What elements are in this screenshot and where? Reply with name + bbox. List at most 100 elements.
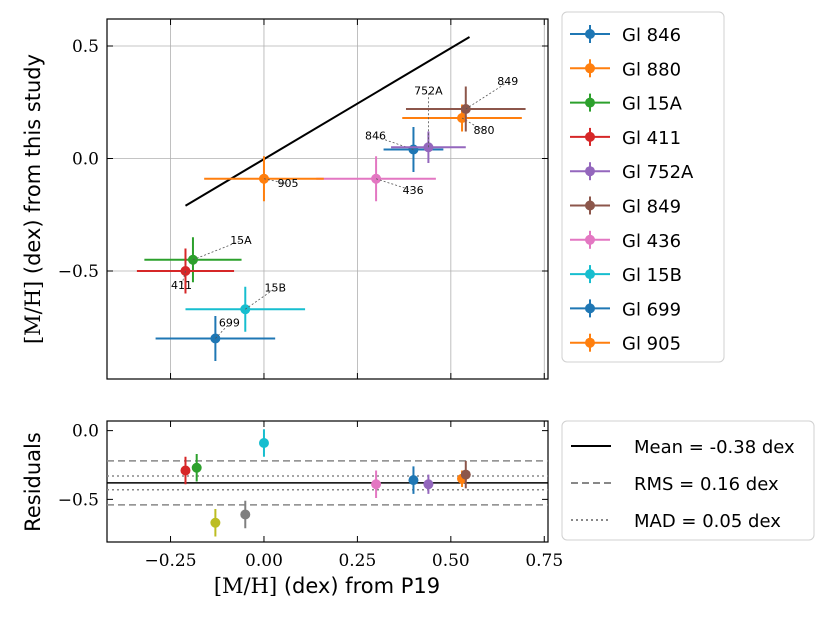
data-point-880: 880 — [402, 104, 522, 137]
legend-entry: Gl 846 — [570, 25, 681, 46]
legend-entry: Gl 411 — [570, 128, 681, 149]
reference-line — [184, 36, 471, 207]
residual-point — [258, 429, 269, 457]
data-point-411: 411 — [136, 248, 235, 294]
point-annotation: 436 — [403, 184, 424, 197]
legend-label: Gl 849 — [622, 197, 681, 218]
point-annotation: 15B — [265, 281, 287, 294]
residuals-y-axis-label: Residuals — [21, 432, 45, 532]
residual-marker — [180, 465, 191, 476]
residual-point — [240, 500, 251, 529]
legend-label: Gl 752A — [622, 162, 694, 183]
x-tick-label: 0.25 — [338, 551, 376, 571]
legend-label: Gl 905 — [622, 334, 681, 355]
residual-marker — [408, 475, 419, 486]
x-tick-label: 0.50 — [432, 551, 470, 571]
legend-marker — [585, 200, 595, 211]
main-grid — [107, 19, 548, 379]
point-annotation: 846 — [365, 130, 386, 143]
legend-marker — [585, 97, 595, 108]
annotation-leader — [375, 136, 414, 150]
legend-label: Gl 436 — [622, 231, 681, 252]
residual-point — [210, 509, 221, 537]
x-tick-label: 0.00 — [245, 551, 283, 571]
point-annotation: 880 — [474, 124, 495, 137]
annotation-leader — [215, 323, 230, 339]
point-annotation: 411 — [171, 279, 192, 292]
legend-marker — [585, 337, 595, 348]
data-point-752A: 752A — [391, 84, 466, 163]
residual-marker — [210, 517, 221, 528]
main-plot-area: 846 880 15A 411 752A 849 436 15B 699 905 — [136, 36, 526, 361]
data-point-15B: 15B — [185, 281, 306, 332]
data-point-15A: 15A — [144, 234, 252, 283]
legend-entry: Gl 699 — [570, 299, 681, 320]
legend-label: Gl 411 — [622, 128, 681, 149]
annotation-leader — [263, 178, 289, 185]
legend-entry: Gl 905 — [570, 333, 681, 355]
data-point-905: 905 — [204, 156, 324, 202]
data-point-436: 436 — [316, 156, 436, 202]
legend-label: Gl 15B — [622, 265, 682, 286]
point-annotation: 15A — [230, 234, 252, 247]
point-annotation: 905 — [277, 177, 298, 190]
residuals-y-tick-label: 0.0 — [72, 422, 99, 442]
legend-label: Gl 880 — [622, 59, 681, 80]
residual-point — [408, 466, 419, 494]
legend-label: Gl 846 — [622, 25, 681, 46]
residuals-plot-area — [107, 429, 548, 537]
residuals-legend: Mean = -0.38 dex RMS = 0.16 dex MAD = 0.05… — [561, 420, 815, 541]
annotation-leader — [192, 240, 242, 261]
residual-marker — [240, 509, 251, 520]
residual-point — [191, 454, 202, 482]
legend-label: Mean = -0.38 dex — [634, 437, 795, 458]
legend-marker — [585, 269, 595, 280]
y-tick-label: −0.5 — [58, 262, 99, 282]
y-tick-label: 0.0 — [72, 150, 99, 170]
legend-marker — [585, 131, 595, 142]
legend-entry: Gl 15A — [570, 93, 683, 115]
data-point-849: 849 — [405, 75, 526, 132]
x-tick-label: −0.25 — [144, 551, 196, 571]
residual-marker — [258, 438, 269, 448]
legend-entry: Gl 752A — [570, 162, 694, 183]
legend-entry: Gl 436 — [570, 230, 681, 252]
legend-entry: Gl 849 — [570, 196, 681, 218]
legend-entry: Gl 15B — [570, 265, 682, 286]
point-annotation: 849 — [497, 75, 518, 88]
residual-marker — [460, 469, 471, 480]
annotation-leader — [375, 178, 414, 192]
y-tick-label: 0.5 — [72, 37, 99, 57]
point-annotation: 752A — [414, 84, 443, 97]
annotation-leader — [465, 81, 508, 110]
legend-entry-stat: RMS = 0.16 dex — [571, 474, 779, 495]
legend-label: RMS = 0.16 dex — [634, 474, 779, 495]
legend-marker — [585, 63, 595, 74]
legend-marker — [585, 303, 595, 314]
residual-point — [460, 460, 471, 489]
legend-label: Gl 15A — [622, 94, 683, 115]
residuals-plot-frame — [106, 420, 549, 543]
legend-marker — [585, 234, 595, 245]
legend-marker — [585, 29, 595, 39]
residual-point — [180, 456, 191, 485]
legend-entry-stat: Mean = -0.38 dex — [571, 437, 795, 458]
legend-marker — [585, 166, 595, 177]
residual-point — [423, 474, 434, 494]
x-tick-label: 0.75 — [525, 551, 563, 571]
residuals-legend-box — [561, 420, 815, 541]
main-plot-frame — [106, 18, 549, 380]
legend-label: MAD = 0.05 dex — [634, 511, 781, 532]
point-annotation: 699 — [219, 317, 240, 330]
residual-marker — [191, 462, 202, 473]
residual-marker — [371, 479, 382, 490]
annotation-leader — [181, 270, 186, 287]
main-legend: Gl 846 Gl 880 Gl 15A Gl 411 Gl 752A Gl 849 Gl … — [561, 11, 725, 363]
residual-marker — [423, 479, 434, 490]
data-point-699: 699 — [155, 316, 276, 361]
data-point-846: 846 — [365, 127, 444, 172]
residual-point — [371, 470, 382, 498]
y-axis-label: [M/H] (dex) from this study — [21, 54, 45, 344]
legend-entry: Gl 880 — [570, 59, 681, 80]
